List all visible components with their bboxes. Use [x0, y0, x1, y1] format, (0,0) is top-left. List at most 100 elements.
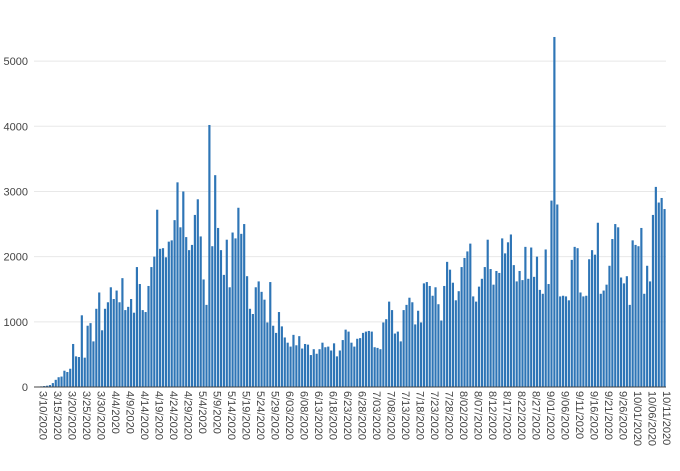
bar: [484, 267, 486, 387]
bar: [617, 227, 619, 387]
bar: [420, 322, 422, 387]
bar: [313, 349, 315, 387]
bar: [385, 319, 387, 387]
bar: [553, 37, 555, 387]
bar: [663, 209, 665, 387]
bar: [205, 305, 207, 387]
bar: [643, 294, 645, 387]
bar: [240, 234, 242, 387]
x-tick-label: 8/17/2020: [500, 391, 512, 440]
bar: [66, 372, 68, 387]
bar: [582, 296, 584, 387]
bar: [530, 248, 532, 387]
bar: [220, 250, 222, 387]
x-tick-label: 3/10/2020: [36, 391, 48, 440]
bar: [339, 351, 341, 388]
bar: [301, 349, 303, 387]
bar: [52, 383, 54, 387]
bar: [521, 280, 523, 387]
bar: [513, 265, 515, 387]
bar: [246, 276, 248, 387]
bar: [269, 282, 271, 387]
bar: [89, 323, 91, 387]
bar: [568, 300, 570, 387]
bar: [495, 271, 497, 387]
bar: [449, 270, 451, 387]
bar: [287, 343, 289, 387]
bar: [626, 276, 628, 387]
x-tick-label: 5/9/2020: [210, 391, 222, 434]
bar: [289, 347, 291, 387]
x-tick-label: 4/9/2020: [123, 391, 135, 434]
x-tick-label: 8/02/2020: [457, 391, 469, 440]
bar: [359, 338, 361, 387]
x-tick-label: 5/19/2020: [239, 391, 251, 440]
x-tick-label: 4/24/2020: [167, 391, 179, 440]
bar: [634, 245, 636, 387]
bar: [620, 278, 622, 388]
bar: [368, 331, 370, 387]
bar: [60, 377, 62, 387]
bar: [405, 305, 407, 387]
x-tick-label: 5/24/2020: [254, 391, 266, 440]
bar: [362, 333, 364, 387]
bar: [426, 282, 428, 387]
x-tick-label: 7/28/2020: [442, 391, 454, 440]
bar: [168, 242, 170, 387]
bar: [434, 287, 436, 387]
bar: [255, 287, 257, 387]
bar: [498, 273, 500, 387]
bar: [556, 205, 558, 388]
bar: [208, 125, 210, 387]
bar: [234, 238, 236, 387]
bar: [658, 203, 660, 387]
bar: [632, 240, 634, 387]
bar: [472, 296, 474, 387]
bar: [646, 266, 648, 387]
bar: [226, 240, 228, 387]
bar: [455, 300, 457, 387]
bar: [527, 279, 529, 387]
bar: [217, 228, 219, 387]
bar: [243, 224, 245, 387]
y-tick-label: 5000: [4, 56, 28, 68]
x-tick-label: 4/29/2020: [181, 391, 193, 440]
bar: [600, 294, 602, 387]
bar: [605, 285, 607, 387]
bar: [304, 344, 306, 387]
bar: [440, 321, 442, 387]
bar: [545, 249, 547, 387]
bar: [623, 283, 625, 387]
bar: [69, 369, 71, 387]
bar: [229, 287, 231, 387]
x-tick-label: 3/15/2020: [51, 391, 63, 440]
bar: [197, 199, 199, 387]
x-tick-label: 8/12/2020: [486, 391, 498, 440]
bar: [191, 245, 193, 387]
bar: [298, 336, 300, 387]
bar: [539, 290, 541, 387]
bar: [92, 341, 94, 387]
bar: [504, 253, 506, 387]
bar: [292, 335, 294, 387]
bar: [342, 340, 344, 387]
bar: [652, 215, 654, 387]
x-tick-label: 6/08/2020: [297, 391, 309, 440]
bar: [469, 244, 471, 387]
bar: [637, 246, 639, 387]
bar: [249, 309, 251, 387]
bar: [321, 343, 323, 387]
bar: [316, 354, 318, 387]
x-tick-label: 5/29/2020: [268, 391, 280, 440]
bar: [121, 278, 123, 387]
bar: [481, 279, 483, 387]
bar: [87, 326, 89, 387]
bar: [159, 249, 161, 387]
bar: [548, 284, 550, 387]
bar: [463, 258, 465, 387]
bar: [608, 266, 610, 387]
bar: [536, 257, 538, 387]
bar: [579, 292, 581, 387]
bar: [533, 277, 535, 387]
